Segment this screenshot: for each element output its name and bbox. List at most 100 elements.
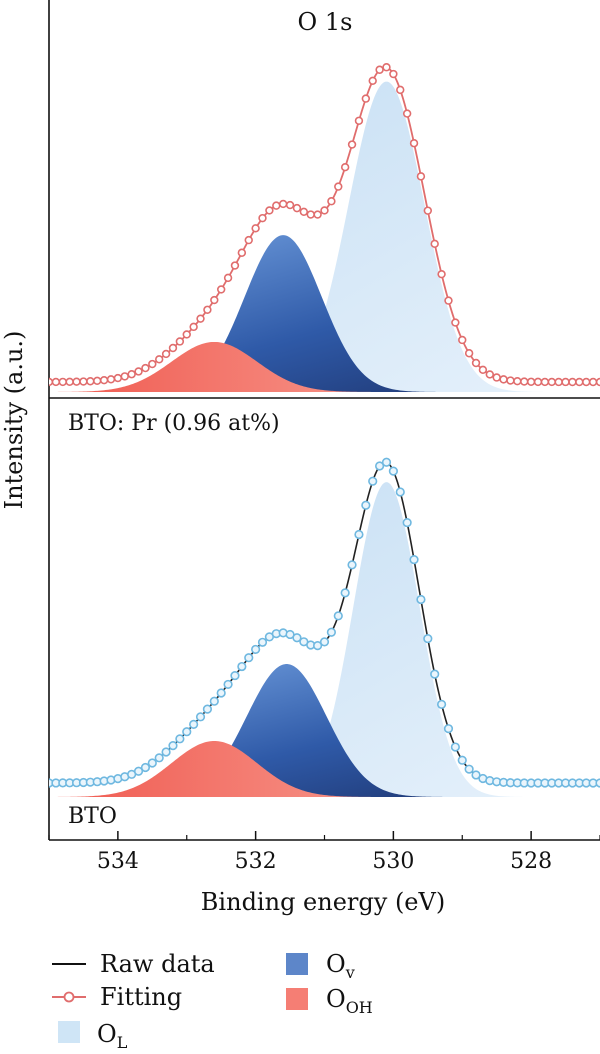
- panel-label-top: BTO: Pr (0.96 at%): [68, 411, 280, 436]
- legend-ooh-main: O: [326, 985, 346, 1013]
- legend-ooh-label: OOH: [326, 985, 373, 1017]
- data-point: [161, 747, 171, 757]
- data-point: [58, 377, 67, 387]
- data-point: [141, 363, 150, 373]
- data-point: [334, 182, 343, 191]
- data-point: [251, 224, 260, 233]
- data-point: [313, 641, 323, 651]
- x-tick-label: 530: [372, 849, 414, 874]
- data-point: [65, 377, 74, 387]
- data-point: [216, 285, 226, 294]
- data-point: [285, 200, 295, 210]
- data-point: [595, 778, 600, 788]
- data-point: [409, 139, 419, 148]
- data-point: [49, 377, 54, 387]
- data-point: [244, 235, 253, 245]
- component-ooh-area: [49, 341, 600, 392]
- data-point: [464, 349, 474, 358]
- data-point: [595, 377, 600, 387]
- x-axis-label: Binding energy (eV): [201, 888, 445, 916]
- data-point: [189, 719, 199, 729]
- data-point: [347, 560, 357, 570]
- data-point: [195, 712, 206, 722]
- data-point: [395, 487, 405, 497]
- data-point: [375, 461, 385, 471]
- data-point: [588, 377, 598, 387]
- data-point: [533, 377, 543, 387]
- data-point: [554, 377, 563, 387]
- legend-raw-label: Raw data: [100, 950, 215, 978]
- data-point: [230, 261, 240, 270]
- legend-ov-swatch: [286, 953, 308, 975]
- data-point: [423, 206, 433, 215]
- data-point: [347, 140, 357, 149]
- data-point: [416, 172, 426, 181]
- data-point: [368, 76, 377, 85]
- plot-area: [49, 63, 600, 797]
- data-point: [416, 594, 426, 605]
- x-tick-label: 534: [97, 849, 139, 874]
- data-point: [258, 213, 267, 223]
- data-point: [423, 633, 433, 644]
- data-point: [319, 637, 330, 647]
- data-point: [547, 377, 556, 387]
- component-ov-area: [49, 235, 600, 392]
- data-point: [79, 377, 88, 386]
- data-point: [237, 661, 247, 672]
- data-point: [430, 669, 440, 679]
- data-point: [540, 377, 550, 387]
- data-point: [333, 611, 343, 621]
- data-point: [513, 376, 522, 386]
- legend-fit-label: Fitting: [100, 983, 182, 1011]
- data-point: [203, 305, 212, 314]
- data-point: [210, 295, 219, 305]
- chart-title: O 1s: [298, 8, 353, 36]
- data-point: [471, 770, 481, 780]
- panel-label-bottom: BTO: [68, 804, 117, 829]
- data-point: [168, 343, 178, 353]
- y-axis-label: Intensity (a.u.): [0, 331, 28, 510]
- data-point: [265, 206, 274, 215]
- data-point: [361, 94, 371, 103]
- data-point: [120, 372, 129, 381]
- data-point: [402, 517, 412, 528]
- data-point: [575, 377, 584, 387]
- x-tick-label: 532: [235, 849, 277, 874]
- data-point: [182, 330, 191, 339]
- legend-ooh-swatch: [286, 988, 308, 1010]
- data-point: [93, 376, 102, 386]
- data-point: [568, 377, 577, 387]
- data-point: [313, 210, 322, 219]
- data-point: [292, 633, 302, 643]
- data-point: [99, 375, 109, 385]
- data-point: [526, 377, 536, 386]
- legend-ol-label: OL: [97, 1020, 128, 1052]
- data-point: [444, 296, 453, 305]
- data-point: [148, 359, 157, 369]
- data-point: [230, 670, 240, 681]
- data-point: [175, 734, 185, 744]
- legend-fit-marker: [63, 991, 75, 1003]
- data-point: [396, 85, 405, 95]
- data-point: [306, 210, 315, 219]
- data-point: [451, 318, 460, 327]
- legend-ooh-sub: OH: [346, 998, 373, 1017]
- data-point: [354, 116, 364, 125]
- data-point: [251, 644, 261, 655]
- data-point: [582, 377, 591, 387]
- data-point: [402, 109, 412, 118]
- data-point: [216, 688, 226, 698]
- data-point: [340, 588, 350, 598]
- data-point: [382, 63, 391, 72]
- data-point: [485, 370, 494, 379]
- data-point: [450, 742, 460, 752]
- data-point: [340, 163, 350, 172]
- data-point: [389, 69, 398, 79]
- data-point: [223, 679, 233, 690]
- data-point: [244, 653, 254, 663]
- data-point: [51, 377, 61, 387]
- panel-top: [49, 63, 600, 392]
- legend-ol-swatch: [58, 1021, 80, 1043]
- legend-ol-main: O: [97, 1020, 117, 1048]
- data-point: [478, 365, 488, 375]
